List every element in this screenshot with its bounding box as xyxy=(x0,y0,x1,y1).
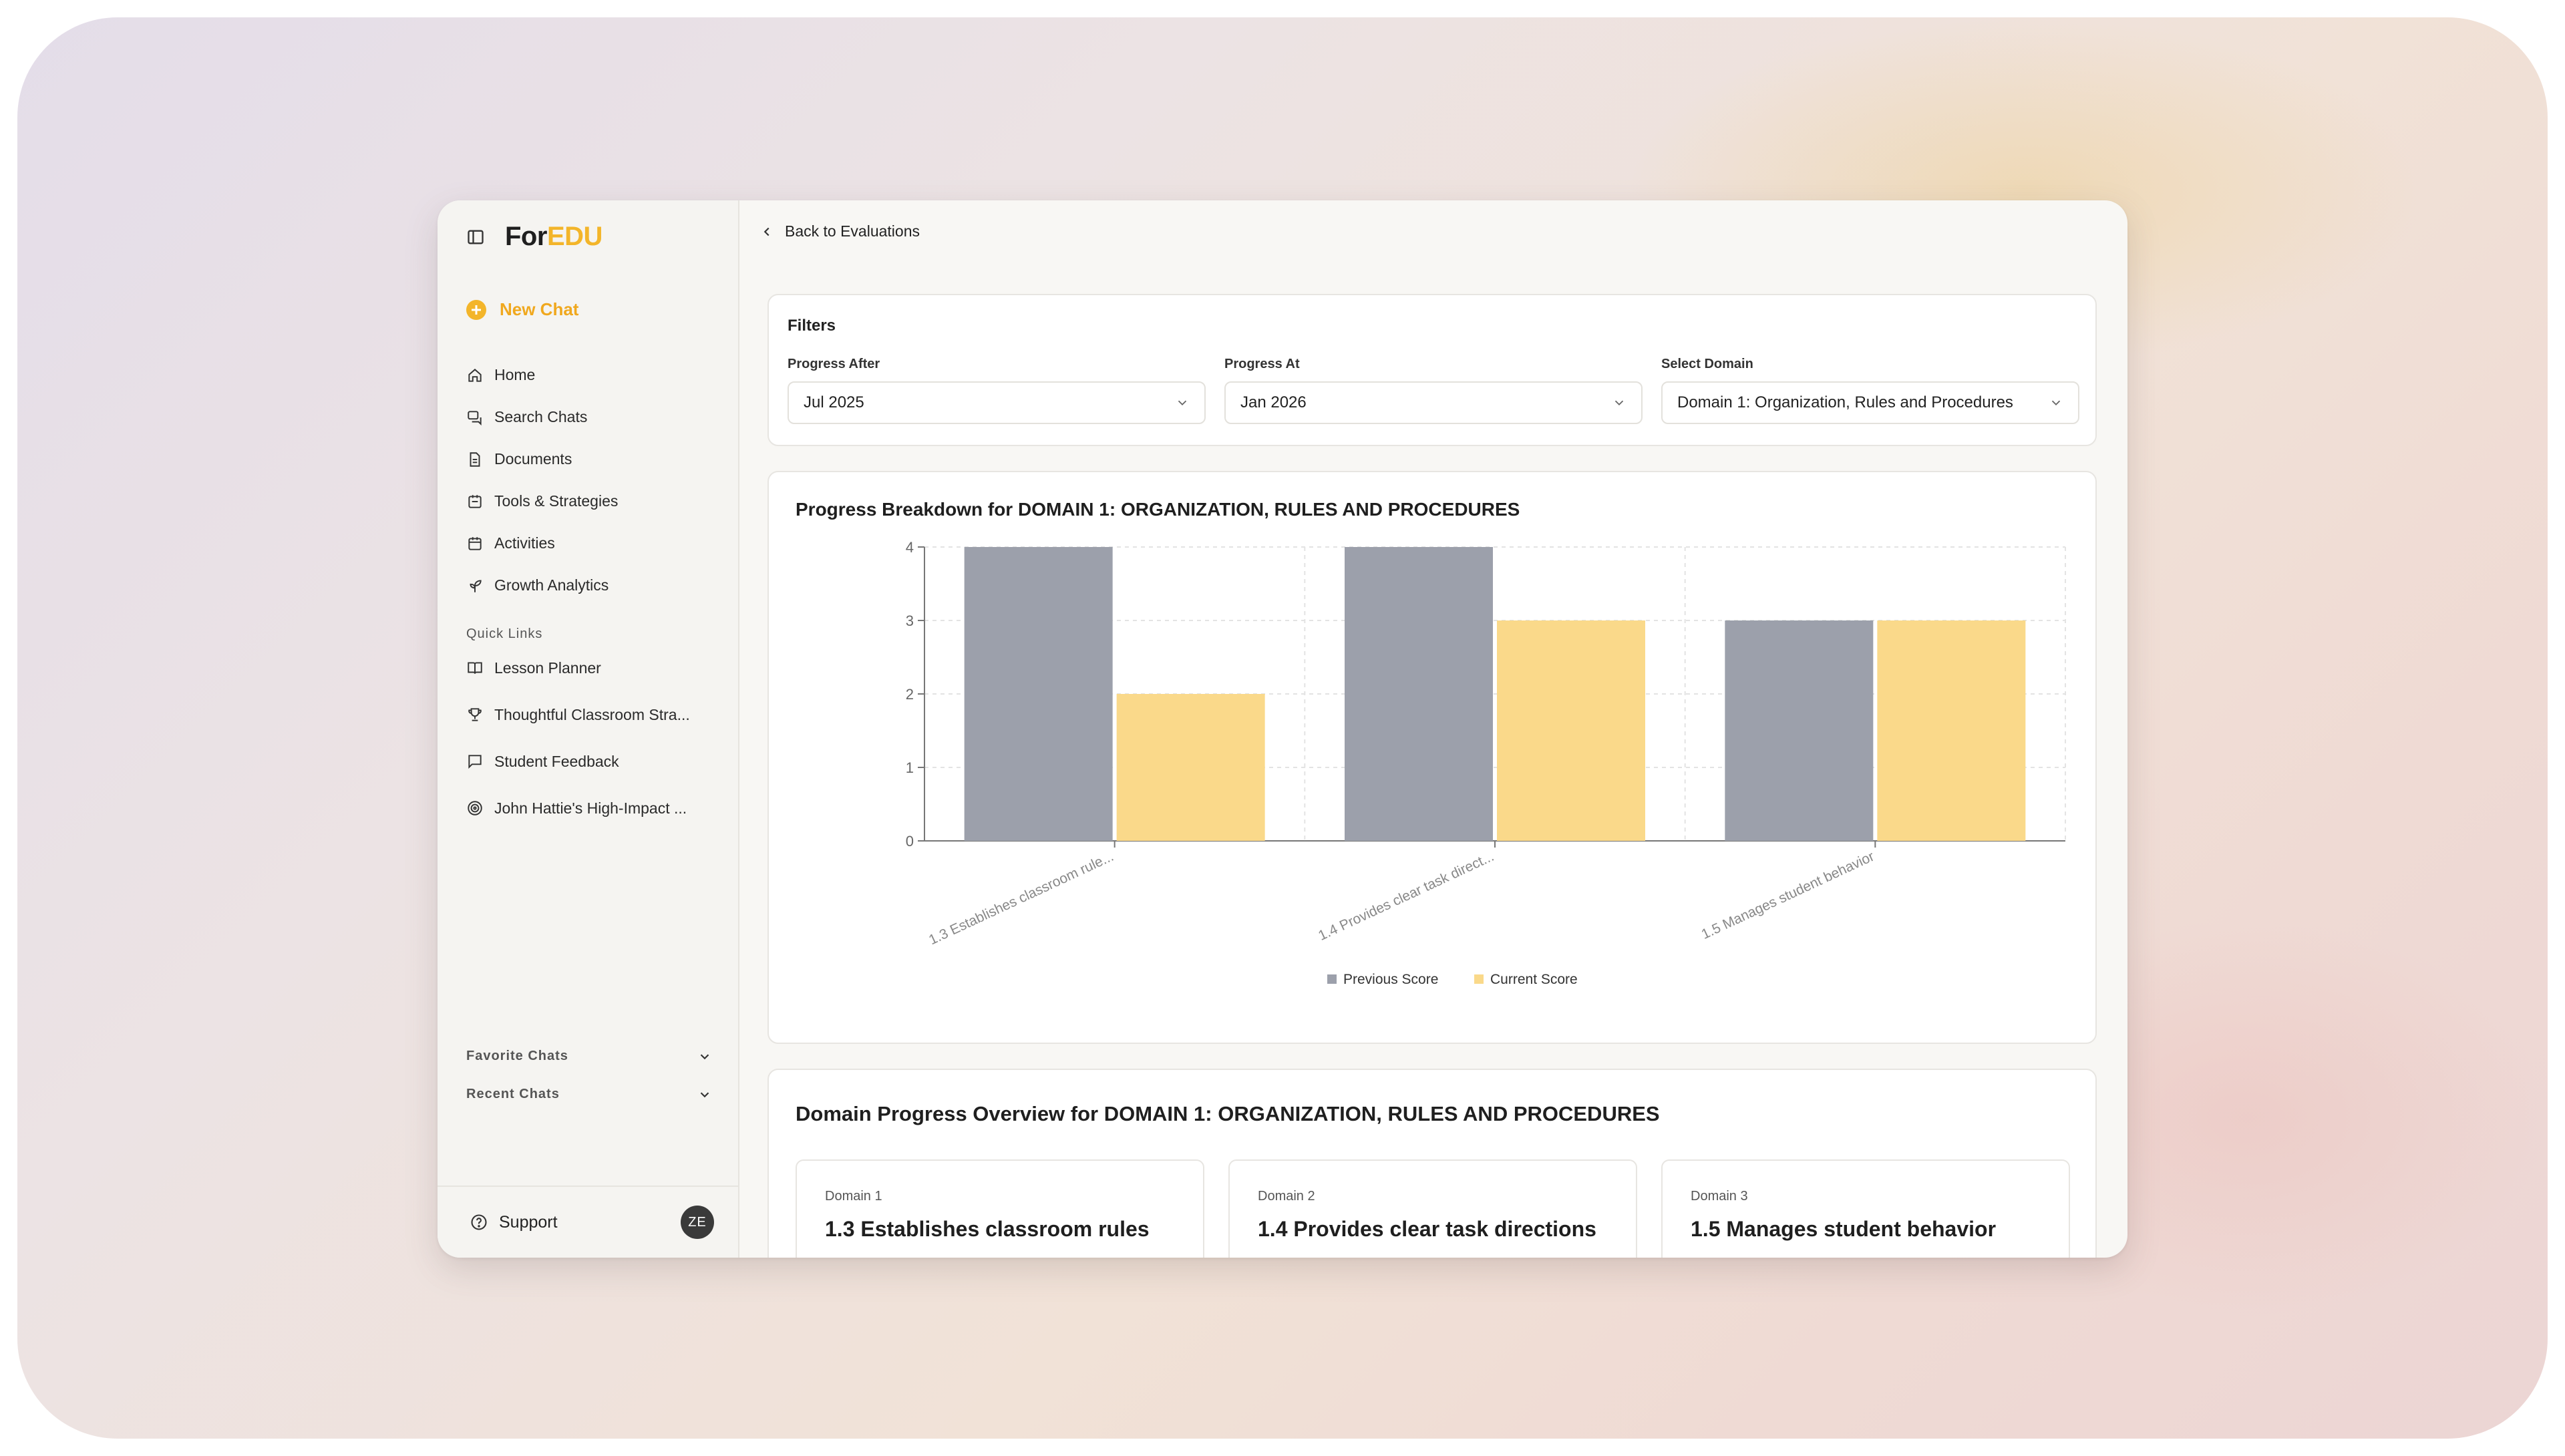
sidebar-item-activities[interactable]: Activities xyxy=(466,522,720,564)
target-icon xyxy=(468,801,482,815)
bar-previous-score xyxy=(1725,620,1874,841)
sidebar: ForEDU New Chat Home Search Chats Docume… xyxy=(438,200,739,1258)
chevron-down-icon xyxy=(1178,400,1187,406)
bar-current-score xyxy=(1116,694,1265,841)
quick-link-thoughtful-classroom[interactable]: Thoughtful Classroom Stra... xyxy=(466,691,720,738)
sidebar-toggle-icon[interactable] xyxy=(466,228,485,246)
progress-after-select[interactable]: Jul 2025 xyxy=(788,381,1206,424)
sidebar-footer: Support ZE xyxy=(438,1186,738,1258)
app-logo[interactable]: ForEDU xyxy=(505,222,603,251)
domain-card-title: 1.3 Establishes classroom rules xyxy=(825,1217,1150,1241)
progress-after-label: Progress After xyxy=(788,357,880,371)
x-tick-label: 1.4 Provides clear task direct... xyxy=(1316,849,1496,944)
select-domain-label: Select Domain xyxy=(1661,357,1753,371)
y-tick-label: 2 xyxy=(906,686,914,703)
domain-card[interactable]: Domain 3 1.5 Manages student behavior xyxy=(1661,1159,2070,1258)
tools-icon xyxy=(468,494,482,508)
sidebar-item-documents[interactable]: Documents xyxy=(466,438,720,480)
progress-at-label: Progress At xyxy=(1224,357,1300,371)
select-domain-filter: Select Domain Domain 1: Organization, Ru… xyxy=(1661,357,2079,424)
calendar-icon xyxy=(468,536,482,550)
progress-at-filter: Progress At Jan 2026 xyxy=(1224,357,1643,424)
domain-progress-overview: Domain Progress Overview for DOMAIN 1: O… xyxy=(767,1069,2097,1258)
quick-link-john-hattie[interactable]: John Hattie's High-Impact ... xyxy=(466,785,720,832)
sidebar-item-search-chats[interactable]: Search Chats xyxy=(466,396,720,438)
message-icon xyxy=(468,755,482,769)
chevron-left-icon xyxy=(763,227,770,236)
domain-card-title: 1.5 Manages student behavior xyxy=(1691,1217,1997,1241)
chart-title: Progress Breakdown for DOMAIN 1: ORGANIZ… xyxy=(796,499,1520,520)
domain-card-title: 1.4 Provides clear task directions xyxy=(1258,1217,1596,1241)
sidebar-item-tools-strategies[interactable]: Tools & Strategies xyxy=(466,480,720,522)
recent-chats-toggle[interactable]: Recent Chats xyxy=(466,1087,712,1102)
quick-link-student-feedback[interactable]: Student Feedback xyxy=(466,738,720,785)
filters-title: Filters xyxy=(788,317,836,335)
back-to-evaluations-link[interactable]: Back to Evaluations xyxy=(759,222,920,240)
domain-card-label: Domain 2 xyxy=(1258,1189,1315,1204)
quick-link-lesson-planner[interactable]: Lesson Planner xyxy=(466,645,720,691)
x-tick-label: 1.3 Establishes classroom rule... xyxy=(926,849,1116,948)
progress-at-select[interactable]: Jan 2026 xyxy=(1224,381,1643,424)
x-tick-label: 1.5 Manages student behavior xyxy=(1699,849,1877,942)
quick-links-heading: Quick Links xyxy=(466,626,543,641)
y-tick-label: 3 xyxy=(906,612,914,629)
plant-icon xyxy=(470,579,482,592)
quick-links: Lesson Planner Thoughtful Classroom Stra… xyxy=(466,645,720,832)
progress-breakdown-chart: 0 1 2 3 4 1.3 Establishes classroom rule... 1.… xyxy=(906,539,2066,987)
bar-previous-score xyxy=(1345,547,1493,841)
document-icon xyxy=(470,451,480,467)
legend-swatch xyxy=(1327,974,1337,984)
app-window: ForEDU New Chat Home Search Chats Docume… xyxy=(438,200,2127,1258)
legend-label: Current Score xyxy=(1490,972,1578,987)
domain-card[interactable]: Domain 2 1.4 Provides clear task directi… xyxy=(1228,1159,1637,1258)
chevron-down-icon xyxy=(1614,400,1624,406)
favorite-chats-toggle[interactable]: Favorite Chats xyxy=(466,1049,712,1064)
home-icon xyxy=(468,368,482,382)
bar-current-score xyxy=(1497,620,1645,841)
book-icon xyxy=(468,662,482,674)
brand-header: ForEDU xyxy=(466,222,603,252)
search-chats-icon xyxy=(468,410,482,425)
domain-card-label: Domain 1 xyxy=(825,1189,882,1204)
help-circle-icon xyxy=(471,1214,487,1230)
legend-label: Previous Score xyxy=(1343,972,1438,987)
sidebar-item-home[interactable]: Home xyxy=(466,354,720,396)
domain-card-label: Domain 3 xyxy=(1691,1189,1748,1204)
chevron-down-icon xyxy=(700,1091,709,1097)
progress-breakdown-chart-card: Progress Breakdown for DOMAIN 1: ORGANIZ… xyxy=(767,471,2097,1044)
user-avatar[interactable]: ZE xyxy=(681,1206,714,1239)
progress-after-filter: Progress After Jul 2025 xyxy=(788,357,1206,424)
trophy-icon xyxy=(468,708,482,721)
legend-swatch xyxy=(1474,974,1484,984)
plus-circle-icon xyxy=(466,299,486,320)
main-nav: Home Search Chats Documents Tools & Stra… xyxy=(466,354,720,606)
overview-title: Domain Progress Overview for DOMAIN 1: O… xyxy=(796,1102,1660,1125)
domain-card[interactable]: Domain 1 1.3 Establishes classroom rules xyxy=(796,1159,1204,1258)
y-tick-label: 1 xyxy=(906,759,914,776)
bar-previous-score xyxy=(964,547,1113,841)
main-content: Back to Evaluations Filters Progress Aft… xyxy=(739,200,2127,1258)
filters-panel: Filters Progress After Jul 2025 Progress… xyxy=(767,294,2097,446)
support-button[interactable]: Support xyxy=(470,1213,558,1232)
chevron-down-icon xyxy=(700,1053,709,1059)
bar-current-score xyxy=(1877,620,2026,841)
sidebar-item-growth-analytics[interactable]: Growth Analytics xyxy=(466,564,720,606)
new-chat-button[interactable]: New Chat xyxy=(466,299,578,320)
y-tick-label: 4 xyxy=(906,539,914,556)
select-domain-select[interactable]: Domain 1: Organization, Rules and Proced… xyxy=(1661,381,2079,424)
y-tick-label: 0 xyxy=(906,833,914,850)
chevron-down-icon xyxy=(2051,400,2061,406)
